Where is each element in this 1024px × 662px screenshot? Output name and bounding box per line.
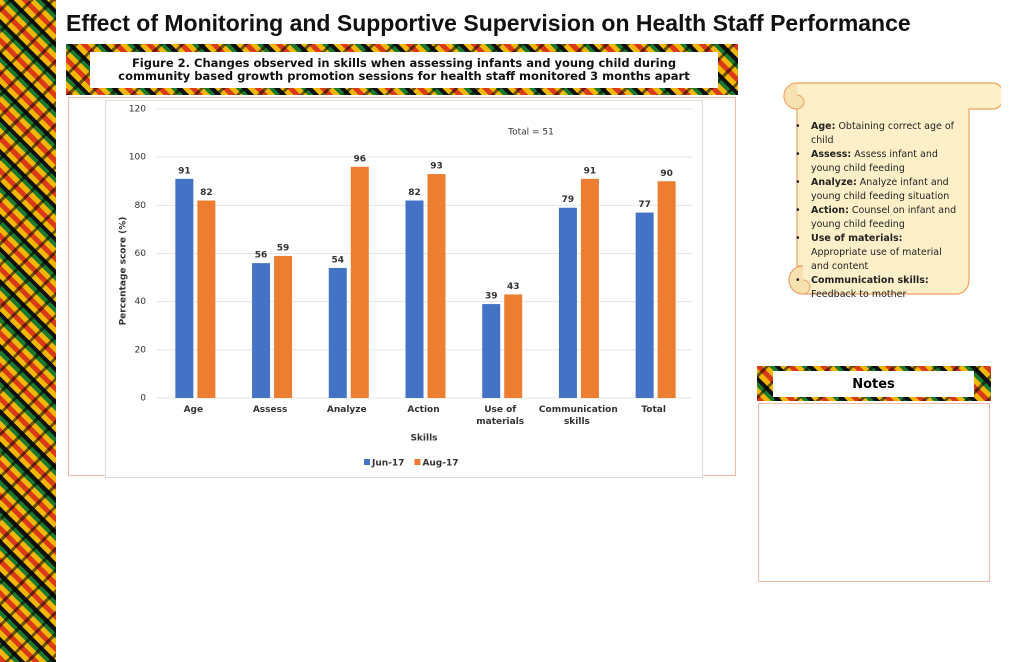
bar	[504, 294, 523, 398]
definition-term: Use of materials:	[811, 233, 903, 244]
annotation: Total = 51	[507, 128, 554, 138]
definition-term: Communication skills:	[811, 275, 929, 286]
bar	[274, 255, 293, 398]
data-label: 93	[430, 162, 443, 172]
y-tick-label: 40	[135, 297, 147, 307]
definition-text: Analyze infant and young child feeding s…	[811, 177, 950, 202]
notes-title: Notes	[773, 371, 974, 397]
bar	[350, 166, 369, 398]
definition-item: Age: Obtaining correct age of child	[795, 120, 960, 148]
definition-text: Counsel on infant and young child feedin…	[811, 205, 957, 230]
definition-term: Analyze:	[811, 177, 857, 188]
x-axis-label: Skills	[410, 434, 437, 444]
definition-item: Use of materials: Appropriate use of mat…	[795, 232, 960, 274]
definition-item: Action: Counsel on infant and young chil…	[795, 204, 960, 232]
category-layer: Age Assess Analyze Action Use of materials Co…	[105, 100, 701, 476]
y-axis-label: Percentage score (%)	[119, 217, 129, 326]
data-label: 54	[332, 255, 345, 265]
data-label: 39	[485, 292, 498, 302]
definition-term: Assess:	[811, 149, 852, 160]
x-tick-label: Age	[183, 405, 204, 415]
x-tick-label: Use of materials	[476, 405, 525, 427]
legend-label: Jun-17	[371, 459, 404, 469]
data-label: 82	[200, 188, 213, 198]
figure-caption: Figure 2. Changes observed in skills whe…	[118, 56, 690, 83]
page-title: Effect of Monitoring and Supportive Supe…	[66, 10, 911, 36]
caption-box: Figure 2. Changes observed in skills whe…	[90, 52, 718, 88]
legend-swatch	[414, 459, 421, 465]
definition-item: Analyze: Analyze infant and young child …	[795, 176, 960, 204]
y-tick-label: 20	[135, 345, 147, 355]
notes-body	[758, 403, 990, 582]
bar	[175, 178, 194, 398]
data-label: 77	[638, 200, 651, 210]
bar	[580, 178, 599, 398]
data-label: 59	[277, 243, 290, 253]
data-label: 90	[660, 169, 673, 179]
x-tick-label: Communication skills	[538, 405, 618, 427]
y-tick-label: 60	[135, 249, 147, 259]
definition-text: Appropriate use of material and content	[811, 247, 942, 272]
chart: Percentage score (%) Total = 51 Skills 0…	[105, 100, 703, 478]
definition-item: Communication skills: Feedback to mother	[795, 274, 960, 302]
bar	[482, 304, 501, 398]
y-tick-label: 120	[129, 105, 146, 115]
data-label: 79	[562, 195, 575, 205]
legend-swatch	[364, 459, 370, 465]
legend-label: Aug-17	[422, 459, 458, 469]
definition-item: Assess: Assess infant and young child fe…	[795, 148, 960, 176]
definition-text: Assess infant and young child feeding	[811, 149, 938, 174]
bar	[427, 174, 446, 398]
y-tick-label: 0	[140, 394, 146, 404]
x-tick-label: Assess	[252, 405, 288, 415]
definition-text: Feedback to mother	[811, 289, 907, 300]
x-tick-label: Analyze	[326, 405, 367, 415]
x-tick-label: Total	[641, 405, 666, 415]
data-label: 56	[255, 251, 268, 261]
bar	[657, 181, 676, 398]
data-label: 43	[507, 282, 520, 292]
definition-term: Age:	[811, 121, 836, 132]
bar	[635, 212, 654, 398]
bar	[252, 263, 271, 398]
data-label: 91	[178, 166, 191, 176]
bar	[328, 267, 347, 398]
bar	[197, 200, 216, 398]
data-label: 82	[408, 188, 421, 198]
y-tick-label: 100	[129, 153, 146, 163]
definition-term: Action:	[811, 205, 849, 216]
data-label: 91	[584, 166, 597, 176]
bar	[405, 200, 424, 398]
definition-text: Obtaining correct age of child	[811, 121, 955, 146]
y-tick-label: 80	[135, 201, 147, 211]
x-tick-label: Action	[407, 405, 440, 415]
definitions-list: Age: Obtaining correct age of childAsses…	[795, 120, 960, 302]
data-label: 96	[354, 154, 367, 164]
kente-strip	[0, 0, 56, 662]
bar	[558, 207, 577, 398]
